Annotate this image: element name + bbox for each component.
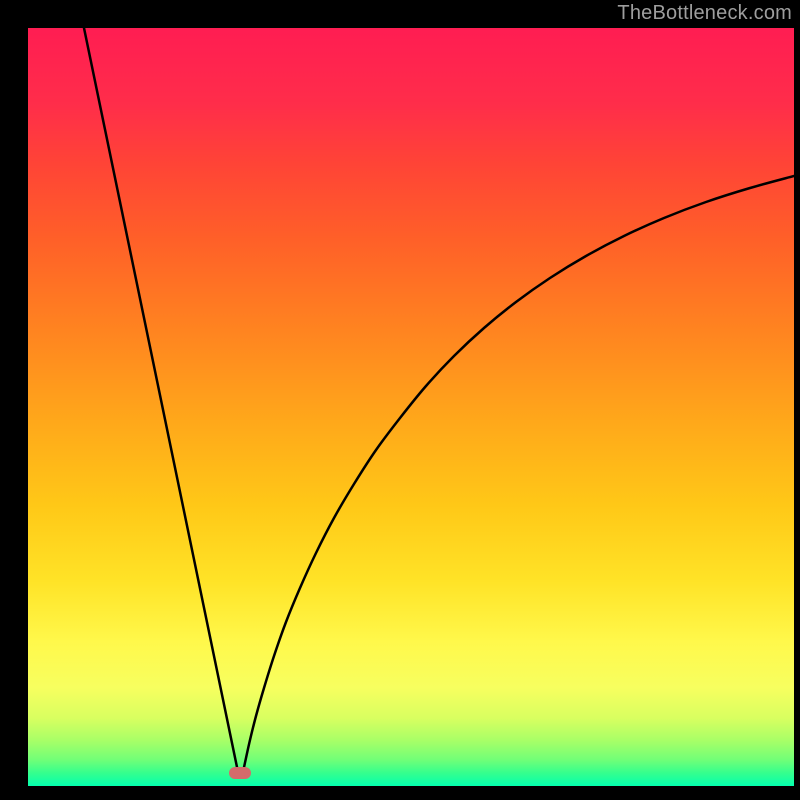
attribution-text: TheBottleneck.com [617, 2, 792, 25]
curve-right [243, 176, 794, 772]
chart-frame: TheBottleneck.com [0, 0, 800, 800]
curve-left [84, 28, 238, 772]
minimum-marker [229, 767, 251, 779]
plot-area [28, 28, 794, 786]
curve-layer [28, 28, 794, 786]
